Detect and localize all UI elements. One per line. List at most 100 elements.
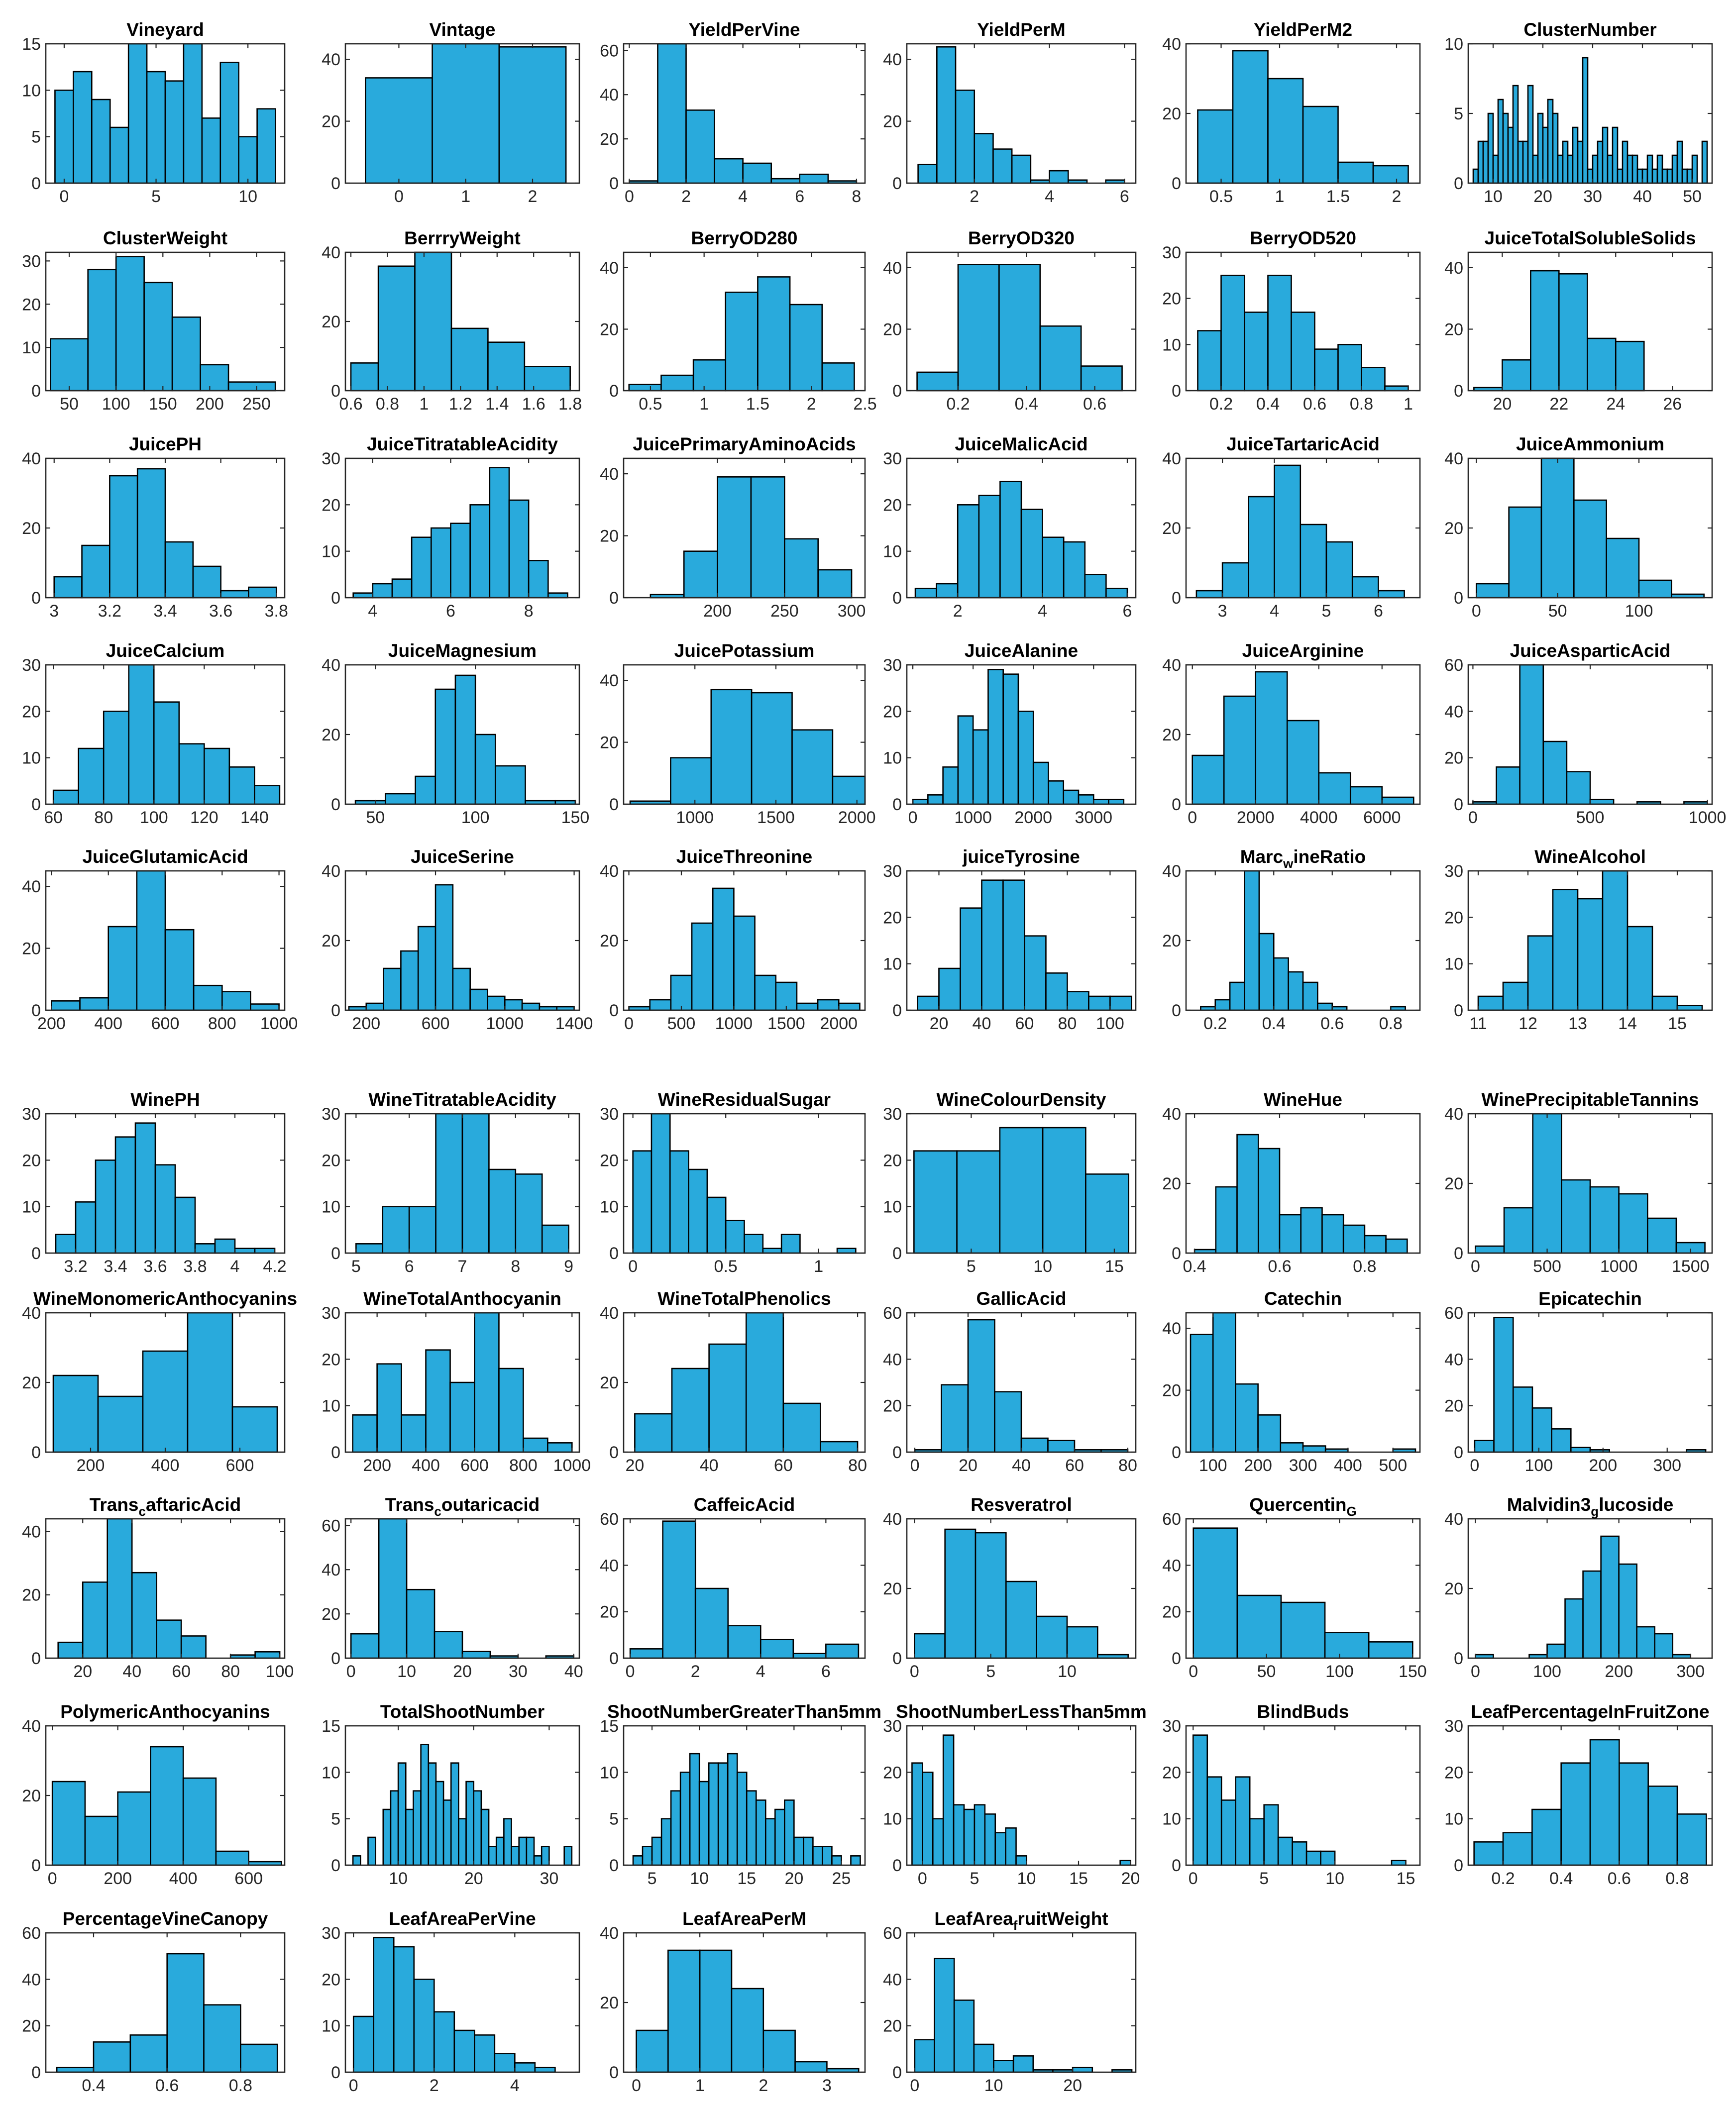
hist-trans-coutaricacid-ytick-label: 60 — [322, 1516, 340, 1535]
hist-winehue-title: WineHue — [1264, 1089, 1342, 1110]
hist-trans-coutaricacid-xtick-label: 40 — [564, 1662, 583, 1681]
hist-marc-wineratio-xtick-label: 0.8 — [1379, 1014, 1403, 1033]
hist-berryod320-axes — [906, 251, 1137, 392]
hist-epicatechin-ytick-label: 60 — [1444, 1304, 1463, 1323]
hist-juicecalcium-bar — [52, 789, 79, 805]
hist-blindbuds-ytick-label: 0 — [1172, 1856, 1181, 1875]
hist-juicethreonine-bar — [649, 999, 672, 1011]
hist-winehue-bar — [1257, 1148, 1281, 1254]
hist-percentagevinecanopy-bar — [203, 2004, 241, 2073]
hist-wineresidualsugar-ytick-label: 30 — [600, 1105, 619, 1124]
hist-juiceasparticacid-bar — [1519, 664, 1544, 805]
hist-juicetyrosine-xtick-label: 40 — [973, 1014, 991, 1033]
hist-juiceammonium: 0 50 100 0 20 40 JuiceAmmonium — [1444, 434, 1713, 621]
hist-juicetyrosine-xtick-label: 80 — [1058, 1014, 1077, 1033]
hist-winemonomericanthocyanins-bar — [52, 1374, 99, 1453]
hist-trans-coutaricacid-ytick-label: 40 — [322, 1561, 340, 1580]
hist-juicealanine-bar — [942, 766, 959, 805]
hist-trans-caftaricacid-title: TranscaftaricAcid — [90, 1494, 241, 1519]
hist-yieldpervine-xtick-label: 6 — [795, 187, 804, 206]
hist-winetotalanthocyanin-bar — [474, 1312, 500, 1453]
hist-juicetitratableacidity-ytick-label: 30 — [322, 449, 340, 468]
hist-percentagevinecanopy-title: PercentageVineCanopy — [63, 1908, 268, 1929]
hist-winecolourdensity-bar — [1042, 1127, 1086, 1254]
hist-shootnumbergreaterthan5mm-bar — [764, 1818, 776, 1866]
hist-berryod520-ytick-label: 20 — [1162, 290, 1181, 309]
hist-clusternumber-xtick-label: 30 — [1583, 187, 1602, 206]
hist-winehue-bar — [1279, 1214, 1302, 1254]
hist-juicethreonine-bar — [817, 999, 840, 1011]
hist-marc-wineratio: 0.2 0.4 0.6 0.8 0 20 40 MarcwineRatio — [1162, 846, 1421, 1033]
hist-totalshootnumber-bar — [390, 1790, 399, 1866]
hist-winemonomericanthocyanins-xtick-label: 600 — [226, 1456, 254, 1475]
hist-clusternumber: 10 20 30 40 50 0 5 10 ClusterNumber — [1444, 19, 1713, 206]
hist-wineph-title: WinePH — [130, 1089, 200, 1110]
hist-catechin-xtick-label: 500 — [1379, 1456, 1407, 1475]
hist-trans-coutaricacid-bar — [378, 1518, 408, 1659]
hist-berryod520-bar — [1361, 367, 1386, 392]
hist-winetotalanthocyanin-xtick-label: 600 — [460, 1456, 489, 1475]
hist-shootnumbergreaterthan5mm-bar — [660, 1818, 672, 1866]
hist-caffeicacid-bar — [760, 1639, 794, 1659]
hist-clusternumber-xtick-label: 10 — [1484, 187, 1503, 206]
hist-juicepotassium-ytick-label: 40 — [600, 671, 619, 690]
hist-juicepotassium-xtick-label: 1500 — [757, 808, 795, 827]
hist-winealcohol-title: WineAlcohol — [1534, 846, 1646, 867]
hist-totalshootnumber-bar — [473, 1790, 482, 1866]
hist-juicearginine-title: JuiceArginine — [1242, 640, 1364, 661]
hist-gallicacid-ytick-label: 60 — [883, 1304, 902, 1323]
hist-vintage-title: Vintage — [430, 19, 496, 40]
hist-gallicacid-bar — [967, 1319, 995, 1453]
hist-winetotalanthocyanin-ytick-label: 30 — [322, 1304, 340, 1323]
hist-juicemagnesium-ytick-label: 20 — [322, 726, 340, 744]
hist-juicetartaricacid-title: JuiceTartaricAcid — [1226, 434, 1380, 454]
hist-catechin-bar — [1257, 1414, 1282, 1453]
hist-leafareapervine-bar — [393, 1946, 415, 2073]
hist-catechin-bar — [1235, 1383, 1259, 1453]
hist-malvidin3-glucoside-bar — [1564, 1598, 1584, 1659]
hist-juicetyrosine-xtick-label: 60 — [1015, 1014, 1034, 1033]
hist-juiceasparticacid-bar — [1566, 771, 1591, 805]
hist-wineph-bar — [254, 1248, 276, 1254]
hist-juiceprimaryaminoacids-title: JuicePrimaryAminoAcids — [633, 434, 856, 454]
hist-totalshootnumber-bar — [352, 1855, 361, 1866]
hist-yieldpervine-title: YieldPerVine — [688, 19, 800, 40]
hist-winecolourdensity-xtick-label: 15 — [1105, 1257, 1124, 1276]
hist-yieldpervine-xtick-label: 4 — [738, 187, 748, 206]
hist-winealcohol-xtick-label: 15 — [1668, 1014, 1687, 1033]
hist-resveratrol-xtick-label: 5 — [986, 1662, 995, 1681]
hist-berryod320-bar — [1080, 365, 1123, 392]
hist-juicetyrosine-bar — [1024, 935, 1047, 1011]
hist-percentagevinecanopy: 0.4 0.6 0.8 0 20 40 60 PercentageVineCanopy — [22, 1908, 286, 2095]
hist-wineresidualsugar-ytick-label: 20 — [600, 1151, 619, 1170]
hist-leafareapervine-bar — [413, 1979, 435, 2073]
hist-juiceph-xtick-label: 3.8 — [265, 602, 288, 621]
hist-leafarea-fruitweight-ytick-label: 0 — [892, 2063, 902, 2082]
hist-berrryweight-bar — [450, 327, 489, 392]
hist-clusternumber-bar — [1597, 140, 1604, 184]
hist-juiceprimaryaminoacids-bar — [750, 476, 785, 599]
hist-juiceserine-xtick-label: 1000 — [486, 1014, 524, 1033]
hist-totalshootnumber-bar — [435, 1781, 444, 1866]
hist-leafarea-fruitweight-bar — [973, 2043, 994, 2073]
hist-winetotalanthocyanin-axes — [344, 1312, 580, 1453]
hist-juiceasparticacid-xtick-label: 500 — [1576, 808, 1605, 827]
hist-juiceglutamicacid: 200 400 600 800 1000 0 20 40 JuiceGlutamicAcid — [22, 846, 298, 1033]
hist-malvidin3-glucoside-ytick-label: 20 — [1444, 1580, 1463, 1598]
hist-shootnumberlessthan5mm-ytick-label: 20 — [883, 1763, 902, 1782]
hist-winealcohol-bar — [1477, 995, 1504, 1011]
hist-vineyard-ytick-label: 10 — [22, 81, 41, 100]
hist-catechin-xtick-label: 400 — [1334, 1456, 1362, 1475]
hist-juicemagnesium-xtick-label: 50 — [366, 808, 385, 827]
hist-caffeicacid-ytick-label: 60 — [600, 1510, 619, 1529]
hist-juicecalcium: 60 80 100 120 140 0 10 20 30 JuiceCalcium — [22, 640, 286, 827]
hist-winehue-bar — [1300, 1207, 1323, 1254]
hist-juicecalcium-axes — [45, 664, 286, 805]
hist-juicetartaricacid-ytick-label: 0 — [1172, 589, 1181, 608]
hist-juiceglutamicacid-bar — [193, 984, 223, 1011]
hist-leafpercentageinfruitzone: 0.2 0.4 0.6 0.8 0 10 20 30 LeafPercentageInFruit… — [1444, 1701, 1713, 1888]
hist-epicatechin-bar — [1570, 1447, 1591, 1453]
